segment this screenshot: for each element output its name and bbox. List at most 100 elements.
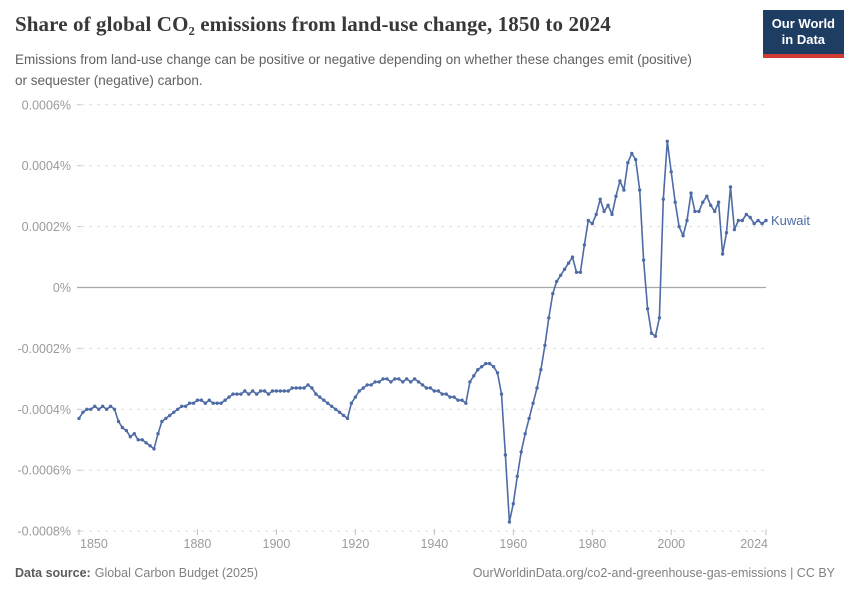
data-point bbox=[180, 404, 184, 408]
data-point bbox=[211, 401, 215, 405]
data-point bbox=[243, 389, 247, 393]
data-source-value: Global Carbon Budget (2025) bbox=[94, 566, 259, 580]
data-point bbox=[760, 221, 764, 226]
y-tick-label: -0.0004% bbox=[17, 403, 71, 417]
data-point bbox=[713, 209, 717, 214]
data-point bbox=[606, 203, 610, 207]
data-point bbox=[764, 218, 768, 223]
data-point bbox=[480, 365, 484, 369]
data-point bbox=[258, 389, 263, 393]
data-point bbox=[247, 392, 251, 396]
data-point bbox=[697, 209, 701, 214]
data-point bbox=[120, 425, 125, 430]
data-point bbox=[432, 389, 436, 393]
data-point bbox=[326, 401, 330, 405]
data-point bbox=[428, 386, 433, 390]
x-tick-label: 1880 bbox=[184, 537, 212, 551]
data-point bbox=[728, 185, 733, 189]
data-point bbox=[318, 395, 322, 399]
footer-link[interactable]: OurWorldinData.org/co2-and-greenhouse-ga… bbox=[472, 566, 787, 580]
data-point bbox=[657, 316, 662, 320]
data-point bbox=[460, 398, 464, 402]
data-point bbox=[195, 398, 200, 402]
data-point bbox=[330, 404, 334, 408]
data-point bbox=[112, 407, 117, 411]
data-point bbox=[705, 194, 709, 198]
owid-logo-line1: Our World bbox=[771, 16, 835, 31]
data-point bbox=[183, 404, 188, 408]
data-point bbox=[444, 392, 448, 396]
data-point bbox=[393, 377, 397, 381]
data-point bbox=[160, 419, 164, 424]
data-point bbox=[578, 270, 583, 274]
y-tick-label: 0% bbox=[53, 281, 71, 295]
data-point bbox=[132, 432, 136, 436]
data-point bbox=[207, 398, 211, 402]
x-tick-label: 2024 bbox=[740, 537, 768, 551]
data-point bbox=[274, 389, 279, 393]
data-point bbox=[598, 197, 602, 201]
data-point bbox=[736, 218, 741, 223]
data-point bbox=[582, 243, 587, 247]
data-point bbox=[262, 389, 267, 393]
data-source-label: Data source: bbox=[15, 566, 91, 580]
data-point bbox=[476, 368, 480, 372]
data-point bbox=[551, 291, 555, 296]
data-point bbox=[85, 407, 89, 411]
data-point bbox=[539, 368, 543, 372]
license-link[interactable]: CC BY bbox=[796, 566, 835, 580]
data-point bbox=[322, 398, 326, 402]
data-point bbox=[472, 374, 476, 378]
data-point bbox=[302, 386, 306, 390]
data-point bbox=[314, 392, 318, 396]
data-point bbox=[661, 197, 665, 201]
x-tick-label: 1850 bbox=[80, 537, 108, 551]
data-point bbox=[389, 380, 393, 384]
data-point bbox=[452, 395, 456, 399]
data-point bbox=[732, 227, 737, 232]
data-point bbox=[752, 221, 756, 226]
data-point bbox=[239, 392, 243, 396]
data-point bbox=[574, 270, 579, 274]
data-point bbox=[333, 407, 338, 411]
data-point bbox=[665, 139, 669, 143]
data-point bbox=[176, 407, 180, 411]
data-point bbox=[634, 157, 638, 162]
data-point bbox=[148, 444, 152, 448]
data-point bbox=[231, 392, 235, 396]
data-point bbox=[397, 377, 401, 381]
data-point bbox=[531, 401, 535, 405]
data-point bbox=[164, 416, 168, 421]
data-point bbox=[456, 398, 460, 402]
data-point bbox=[673, 200, 677, 204]
data-point bbox=[199, 398, 204, 402]
line-chart-plot-area[interactable]: 0.0006% 0.0004% 0.0002% 0% -0.0002% -0.0004% -… bbox=[0, 95, 850, 555]
owid-logo[interactable]: Our World in Data bbox=[762, 10, 844, 58]
data-point bbox=[266, 392, 271, 396]
data-point bbox=[681, 234, 685, 238]
data-point bbox=[519, 450, 523, 454]
data-point bbox=[689, 191, 693, 195]
data-point bbox=[215, 401, 219, 405]
data-point bbox=[440, 392, 444, 396]
data-point bbox=[693, 209, 697, 214]
data-point bbox=[724, 231, 729, 235]
data-point bbox=[543, 343, 547, 348]
data-point bbox=[227, 395, 231, 399]
x-tick-label: 1960 bbox=[499, 537, 527, 551]
data-point bbox=[570, 255, 575, 259]
entity-label[interactable]: Kuwait bbox=[771, 213, 810, 228]
data-point bbox=[337, 410, 342, 414]
y-tick-label: 0.0002% bbox=[22, 220, 71, 234]
data-point bbox=[128, 435, 132, 439]
x-tick-label: 1940 bbox=[420, 537, 448, 551]
data-point bbox=[614, 194, 618, 198]
data-point bbox=[124, 428, 129, 433]
data-point bbox=[377, 380, 381, 384]
data-point bbox=[464, 401, 468, 405]
data-point bbox=[203, 401, 207, 405]
data-point bbox=[491, 365, 496, 369]
data-point bbox=[357, 389, 361, 393]
data-point bbox=[93, 404, 97, 408]
